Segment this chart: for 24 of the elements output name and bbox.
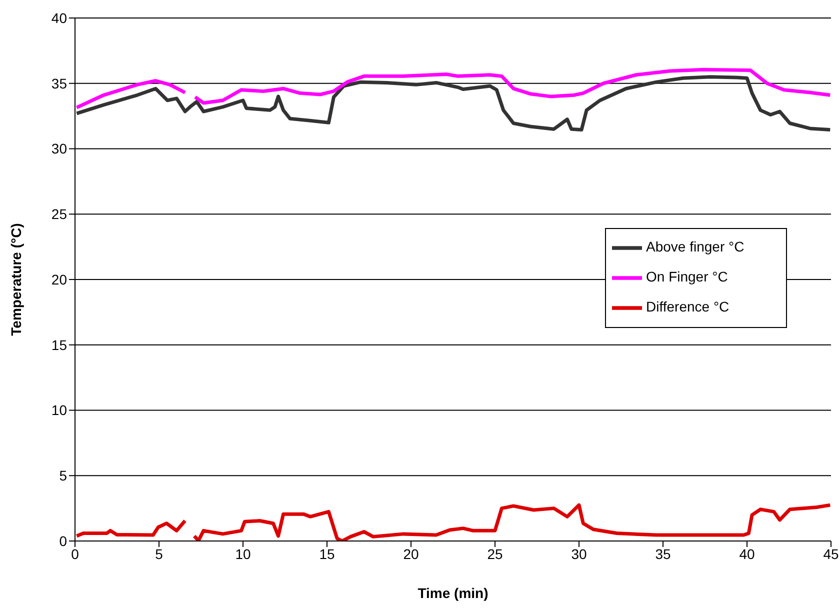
y-tick-label: 25 [51,206,68,222]
x-tick-label: 20 [403,546,419,562]
x-tick-label: 40 [739,546,755,562]
x-axis-title: Time (min) [418,585,488,601]
x-tick-label: 0 [71,546,80,562]
legend-label: Above finger °C [646,238,744,255]
x-tick-label: 45 [823,546,839,562]
x-tick-label: 10 [235,546,251,562]
y-tick-label: 0 [59,532,68,549]
legend-label: Difference °C [646,298,730,315]
y-tick-label: 10 [51,402,68,418]
x-tick-label: 15 [319,546,335,562]
y-tick-label: 20 [51,271,68,288]
y-tick-label: 35 [51,75,68,92]
legend-label: On Finger °C [646,268,728,285]
x-tick-label: 30 [571,546,587,562]
x-tick-label: 5 [155,546,164,562]
y-tick-label: 15 [51,336,68,353]
y-tick-label: 30 [51,140,68,157]
y-tick-label: 5 [59,468,68,484]
y-tick-label: 40 [51,10,68,26]
x-tick-label: 25 [487,546,503,562]
y-axis-title: Temperature (°C) [8,223,24,336]
x-tick-label: 35 [655,546,671,562]
